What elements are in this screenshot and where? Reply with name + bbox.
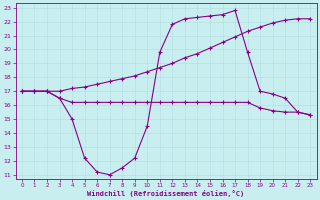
X-axis label: Windchill (Refroidissement éolien,°C): Windchill (Refroidissement éolien,°C) [87,190,245,197]
